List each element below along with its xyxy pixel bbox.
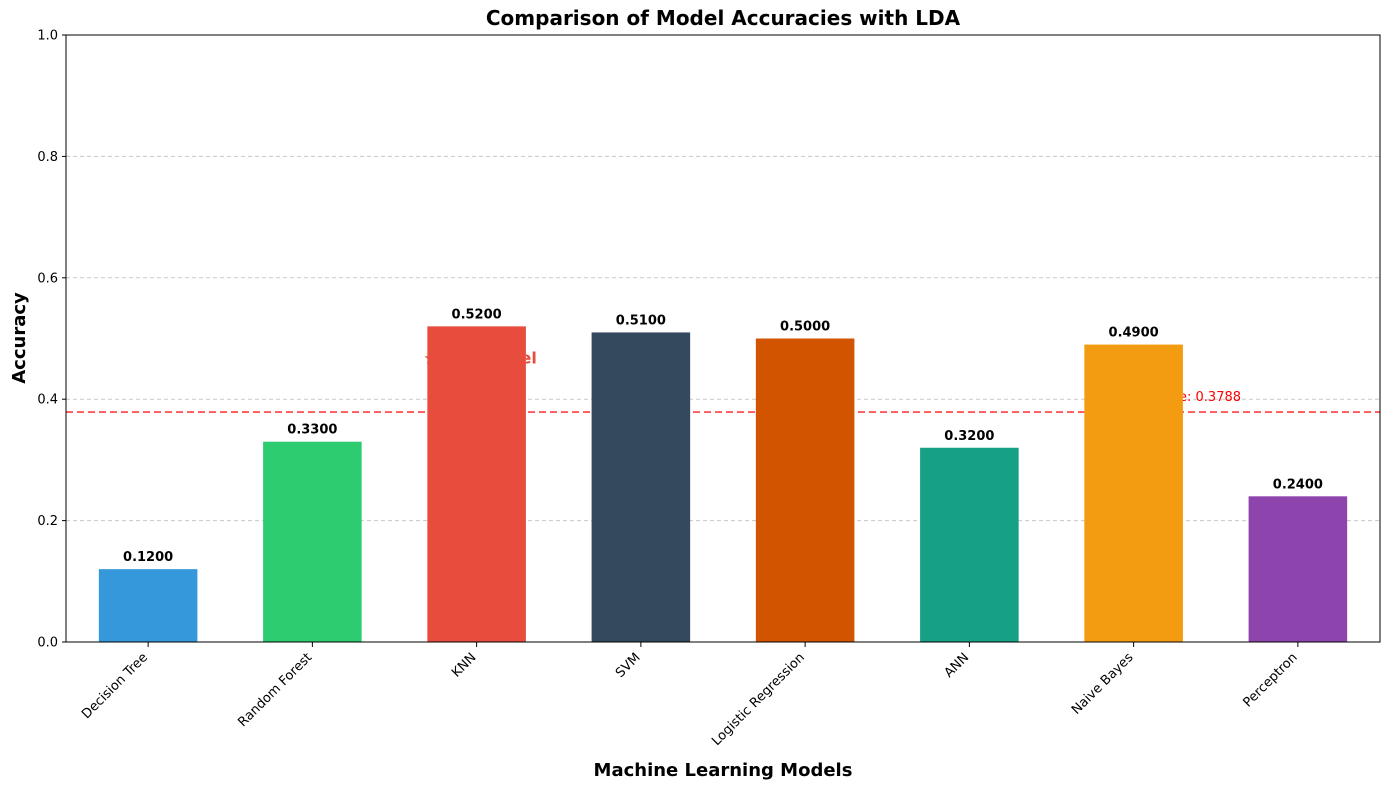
bar-knn xyxy=(427,326,526,642)
bar-logistic-regression xyxy=(755,338,855,642)
bar-naive-bayes xyxy=(1084,344,1183,642)
bar-value-label: 0.1200 xyxy=(123,550,173,565)
bar-value-label: 0.3200 xyxy=(944,429,994,444)
bar-ann xyxy=(920,447,1019,642)
x-tick-label: Decision Tree xyxy=(79,650,151,722)
x-axis: Decision Tree Random Forest KNN SVM Logistic… xyxy=(79,642,1301,749)
y-tick-label: 0.0 xyxy=(37,636,58,651)
bar-value-label: 0.2400 xyxy=(1273,477,1323,492)
bar-value-label: 0.3300 xyxy=(287,423,337,438)
y-tick-label: 0.8 xyxy=(37,150,58,165)
bar-value-label: 0.5100 xyxy=(616,313,666,328)
annotation-visible: ★ Best Model xyxy=(416,348,537,367)
bars: 0.1200 0.3300 0.5200 0.5100 0.5000 0.3200 0.49… xyxy=(98,307,1348,642)
bar-decision-tree xyxy=(98,569,198,642)
bar-svm xyxy=(591,332,691,642)
y-tick-label: 1.0 xyxy=(37,29,58,44)
chart-title: Comparison of Model Accuracies with LDA xyxy=(486,6,961,30)
x-tick-label: ANN xyxy=(942,650,973,681)
x-tick-label: KNN xyxy=(449,650,479,680)
x-tick-label: Naive Bayes xyxy=(1069,650,1137,718)
y-axis: 0.0 0.2 0.4 0.6 0.8 1.0 xyxy=(37,29,66,651)
y-axis-label: Accuracy xyxy=(9,292,30,384)
bar-random-forest xyxy=(263,441,362,642)
annotation-group: ★ Best Model★ xyxy=(416,348,537,367)
best-model-annotation: ★ Best Model xyxy=(416,348,536,367)
x-axis-label: Machine Learning Models xyxy=(594,760,853,781)
x-tick-label: Perceptron xyxy=(1240,650,1300,710)
bar-value-label: 0.4900 xyxy=(1109,326,1159,341)
x-tick-label: SVM xyxy=(613,650,644,681)
y-tick-label: 0.2 xyxy=(37,514,58,529)
bar-value-label: 0.5000 xyxy=(780,320,830,335)
x-tick-label: Random Forest xyxy=(235,650,315,730)
bar-value-label: 0.5200 xyxy=(452,307,502,322)
x-tick-label: Logistic Regression xyxy=(709,650,808,749)
star-icon: ★ xyxy=(423,348,437,367)
plot-frame xyxy=(65,34,1381,643)
y-tick-label: 0.4 xyxy=(37,393,58,408)
bar-perceptron xyxy=(1248,496,1348,642)
y-tick-label: 0.6 xyxy=(37,271,58,286)
